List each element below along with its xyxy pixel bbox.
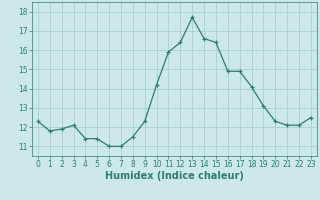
X-axis label: Humidex (Indice chaleur): Humidex (Indice chaleur) (105, 171, 244, 181)
